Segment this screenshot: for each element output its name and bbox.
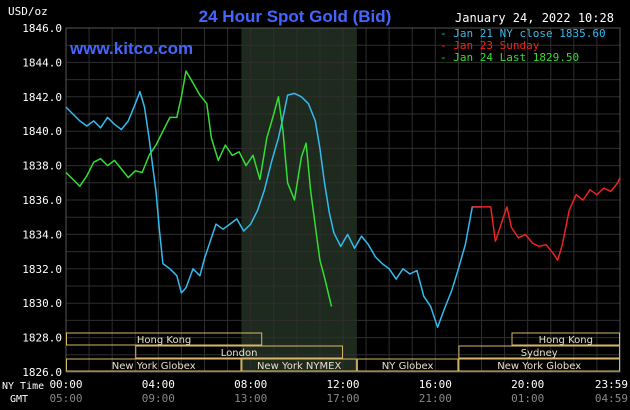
market-session-label: New York NYMEX (257, 361, 342, 372)
series-line (65, 90, 482, 329)
y-axis-label: USD/oz (8, 5, 48, 18)
market-session-label: NY Globex (382, 361, 434, 372)
y-tick-label: 1832.0 (22, 263, 62, 276)
y-tick-label: 1826.0 (22, 366, 62, 379)
x-tick-label-ny: 16:00 (419, 378, 452, 391)
ny-time-label: NY Time (2, 381, 44, 392)
x-tick-label-gmt: 04:59 (595, 392, 628, 405)
x-tick-label-gmt: 13:00 (234, 392, 267, 405)
chart-title: 24 Hour Spot Gold (Bid) (199, 7, 392, 26)
watermark-text: www.kitco.com (69, 39, 193, 58)
plot-border (65, 27, 621, 373)
market-session-box (511, 332, 621, 346)
y-tick-labels: 1846.0 1844.0 1842.0 1840.0 1838.0 1836.0 1834… (22, 22, 62, 379)
x-tick-label-ny: 23:59 (595, 378, 628, 391)
x-tick-label-gmt: 01:00 (511, 392, 544, 405)
market-session-label: Hong Kong (137, 335, 191, 346)
legend: - Jan 21 NY close 1835.60- Jan 23 Sunday… (440, 27, 606, 64)
series-line (65, 70, 333, 307)
x-tick-label-ny: 20:00 (511, 378, 544, 391)
y-tick-label: 1834.0 (22, 228, 62, 241)
market-session-box (66, 332, 263, 346)
market-session-label: New York Globex (112, 361, 196, 372)
x-tick-label-ny: 04:00 (142, 378, 175, 391)
x-tick-label-gmt: 21:00 (419, 392, 452, 405)
series-line (472, 206, 564, 261)
series-line (561, 177, 621, 245)
market-session-label: London (221, 348, 258, 359)
gmt-label: GMT (10, 394, 28, 405)
y-tick-label: 1836.0 (22, 194, 62, 207)
market-session-label: New York Globex (497, 361, 581, 372)
timestamp: January 24, 2022 10:28 (455, 11, 614, 25)
market-session-box (66, 358, 242, 372)
market-session-box (356, 358, 459, 372)
market-session-label: Sydney (521, 348, 558, 359)
market-sessions: Hong Kong Hong Kong London Sydney New York G… (66, 332, 621, 372)
legend-entry: - Jan 24 Last 1829.50 (440, 51, 579, 64)
market-session-box (135, 345, 343, 359)
y-tick-label: 1830.0 (22, 297, 62, 310)
y-tick-label: 1842.0 (22, 91, 62, 104)
x-tick-label-gmt: 05:00 (49, 392, 82, 405)
x-tick-label-ny: 00:00 (49, 378, 82, 391)
y-tick-label: 1838.0 (22, 160, 62, 173)
x-tick-labels: 00:00 04:00 08:00 12:00 16:00 20:00 23:59 05:00… (49, 378, 628, 405)
legend-entry: - Jan 21 NY close 1835.60 (440, 27, 606, 40)
x-tick-label-gmt: 09:00 (142, 392, 175, 405)
series-lines (65, 70, 621, 329)
legend-entry: - Jan 23 Sunday (440, 39, 540, 52)
market-session-label: Hong Kong (539, 335, 593, 346)
x-tick-label-ny: 08:00 (234, 378, 267, 391)
market-session-box (458, 358, 620, 372)
y-tick-label: 1846.0 (22, 22, 62, 35)
x-tick-label-gmt: 17:00 (326, 392, 359, 405)
grid-lines (65, 27, 621, 373)
x-tick-label-ny: 12:00 (326, 378, 359, 391)
y-tick-label: 1844.0 (22, 56, 62, 69)
market-session-box (458, 345, 620, 359)
market-session-box (241, 358, 357, 372)
y-tick-label: 1840.0 (22, 125, 62, 138)
y-tick-label: 1828.0 (22, 332, 62, 345)
